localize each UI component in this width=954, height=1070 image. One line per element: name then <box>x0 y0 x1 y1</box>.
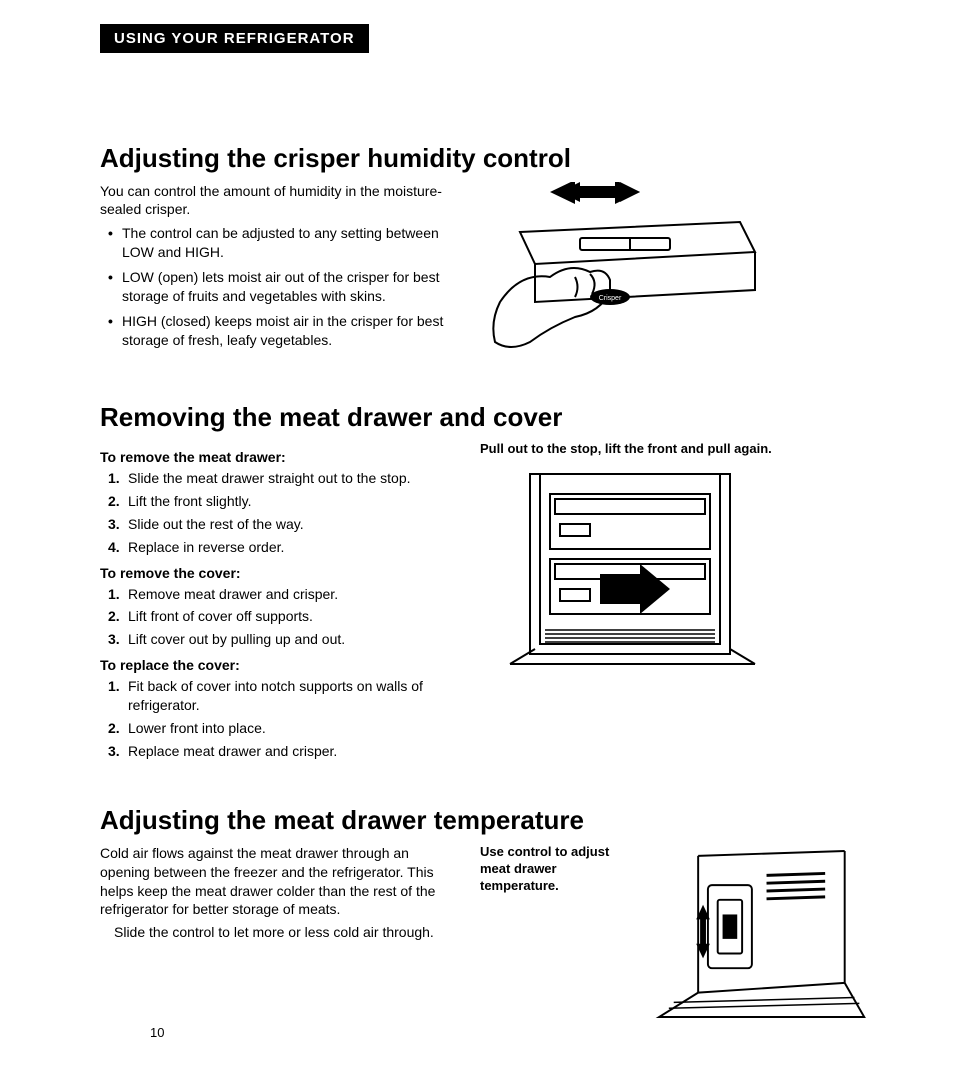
step-item: Lift cover out by pulling up and out. <box>112 630 460 649</box>
section1-illustration-wrap: Crisper <box>480 182 874 362</box>
bullet-item: The control can be adjusted to any setti… <box>112 224 460 262</box>
section2-title: Removing the meat drawer and cover <box>100 402 874 433</box>
step-item: Lower front into place. <box>112 719 460 738</box>
section1-bullets: The control can be adjusted to any setti… <box>100 224 460 349</box>
section2-text: To remove the meat drawer: Slide the mea… <box>100 441 460 765</box>
section2-illustration-wrap: Pull out to the stop, lift the front and… <box>480 441 874 765</box>
step-item: Remove meat drawer and crisper. <box>112 585 460 604</box>
section-crisper-humidity: Adjusting the crisper humidity control Y… <box>100 143 874 362</box>
crisper-label: Crisper <box>599 295 622 302</box>
section1-text: You can control the amount of humidity i… <box>100 182 460 362</box>
step-item: Lift front of cover off supports. <box>112 607 460 626</box>
section3-text: Cold air flows against the meat drawer t… <box>100 844 460 1024</box>
section2-sub3: To replace the cover: <box>100 657 460 673</box>
section-meat-drawer-remove: Removing the meat drawer and cover To re… <box>100 402 874 765</box>
page-header-bar: USING YOUR REFRIGERATOR <box>100 24 369 53</box>
crisper-hand-illustration: Crisper <box>480 182 760 362</box>
section2-steps1: Slide the meat drawer straight out to th… <box>100 469 460 557</box>
section-meat-drawer-temp: Adjusting the meat drawer temperature Co… <box>100 805 874 1024</box>
section2-sub1: To remove the meat drawer: <box>100 449 460 465</box>
section2-steps2: Remove meat drawer and crisper. Lift fro… <box>100 585 460 650</box>
section2-steps3: Fit back of cover into notch supports on… <box>100 677 460 761</box>
temp-control-illustration <box>620 844 874 1024</box>
section1-title: Adjusting the crisper humidity control <box>100 143 874 174</box>
section2-sub2: To remove the cover: <box>100 565 460 581</box>
section3-illustration-wrap: Use control to adjust meat drawer temper… <box>480 844 874 1024</box>
step-item: Lift the front slightly. <box>112 492 460 511</box>
meat-drawer-illustration <box>480 464 760 684</box>
step-item: Slide out the rest of the way. <box>112 515 460 534</box>
section3-title: Adjusting the meat drawer temperature <box>100 805 874 836</box>
bullet-item: LOW (open) lets moist air out of the cri… <box>112 268 460 306</box>
step-item: Replace meat drawer and crisper. <box>112 742 460 761</box>
section3-para2: Slide the control to let more or less co… <box>100 923 460 942</box>
step-item: Replace in reverse order. <box>112 538 460 557</box>
step-item: Slide the meat drawer straight out to th… <box>112 469 460 488</box>
bullet-item: HIGH (closed) keeps moist air in the cri… <box>112 312 460 350</box>
section3-caption: Use control to adjust meat drawer temper… <box>480 844 610 895</box>
page-number: 10 <box>150 1025 164 1040</box>
section1-intro: You can control the amount of humidity i… <box>100 182 460 218</box>
section2-caption: Pull out to the stop, lift the front and… <box>480 441 772 458</box>
step-item: Fit back of cover into notch supports on… <box>112 677 460 715</box>
section3-para1: Cold air flows against the meat drawer t… <box>100 844 460 920</box>
